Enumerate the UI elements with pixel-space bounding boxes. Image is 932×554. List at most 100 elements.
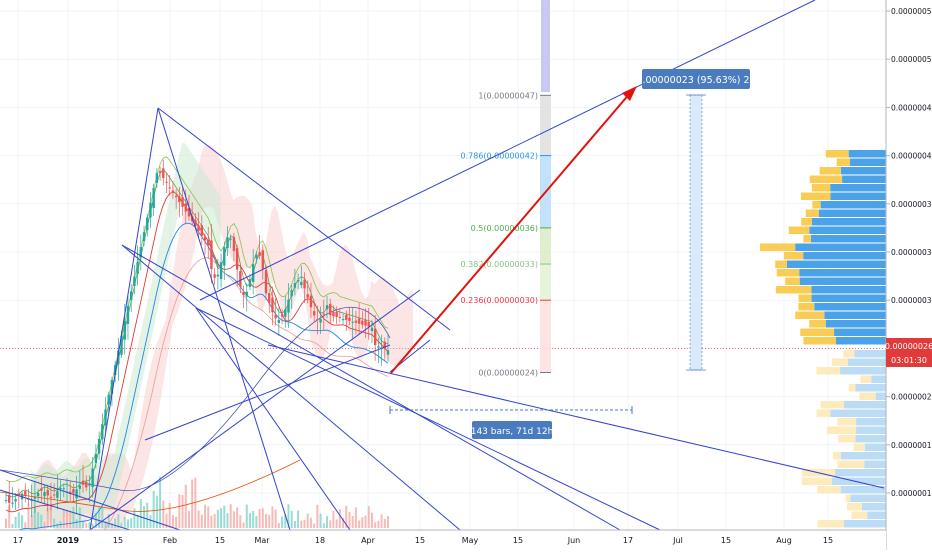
volume-bar	[361, 517, 364, 528]
volume-profile-bar	[783, 252, 804, 260]
price-range-box	[689, 94, 703, 371]
volume-profile-bar	[864, 443, 886, 451]
volume-bar	[5, 518, 7, 528]
volume-bar	[383, 518, 386, 528]
fib-level-label: 0.382(0.00000033)	[461, 260, 539, 269]
volume-bar	[143, 506, 146, 528]
candle-body	[229, 238, 232, 240]
volume-bar	[46, 508, 49, 528]
projection-arrow[interactable]	[390, 86, 637, 374]
fib-retracement[interactable]: 1(0.00000047) 0.786(0.00000042) 0.5(0.0000…	[461, 0, 552, 378]
x-tick-label: Jun	[567, 536, 581, 545]
candle-body	[319, 319, 322, 323]
candle-body	[101, 424, 104, 440]
volume-profile-bar	[811, 218, 886, 226]
volume-bar	[309, 517, 312, 528]
volume-profile-bar	[800, 328, 835, 336]
volume-bar	[114, 518, 117, 528]
x-tick-label: 15	[215, 536, 225, 545]
candle-body	[223, 247, 226, 266]
volume-bar	[85, 523, 88, 528]
volume-bar	[30, 514, 33, 528]
candle-body	[207, 239, 210, 246]
x-tick-label: 17	[13, 536, 23, 545]
candle-body	[348, 317, 351, 321]
volume-bar	[204, 504, 207, 528]
volume-bar	[94, 513, 97, 528]
candle-body	[72, 489, 75, 494]
candle-body	[338, 316, 342, 318]
candle-body	[306, 294, 309, 298]
volume-profile-bar	[842, 175, 886, 183]
trendline	[121, 244, 461, 531]
indicator-line	[5, 169, 389, 498]
time-axis[interactable]: 17 2019 15 Feb 15 Mar 18 Apr 15 May 15 Jun 17 Jul 15 Au…	[0, 529, 886, 550]
candle-body	[78, 485, 82, 489]
trendline	[89, 107, 159, 531]
volume-profile-bar	[848, 150, 886, 158]
y-tick-label: 0.00000054	[891, 7, 932, 16]
candle-body	[197, 225, 200, 231]
volume-bar	[107, 514, 110, 528]
volume-profile-bar	[810, 235, 886, 243]
candle-body	[335, 311, 338, 317]
volume-bar	[149, 515, 152, 528]
volume-bar	[207, 506, 210, 528]
volume-bar	[329, 520, 332, 528]
candle-body	[325, 305, 329, 310]
volume-bar	[265, 513, 268, 528]
volume-profile-bar	[830, 184, 886, 192]
candle-body	[40, 488, 43, 491]
volume-bar	[171, 515, 174, 528]
trendline	[89, 289, 421, 531]
volume-bar	[152, 490, 155, 528]
trendlines[interactable]	[0, 0, 885, 531]
price-axis[interactable]: 0.00000054 0.00000050 0.00000046 0.00000042…	[885, 0, 932, 550]
candle-body	[94, 453, 98, 464]
volume-bar	[75, 519, 78, 528]
volume-bar	[348, 512, 351, 528]
measure-tools[interactable]	[389, 94, 706, 414]
candle-body	[49, 496, 53, 498]
volume-bar	[43, 521, 46, 528]
candle-body	[149, 202, 152, 218]
volume-bar	[300, 520, 303, 528]
volume-profile-bar	[817, 520, 844, 528]
candle-body	[46, 489, 49, 496]
volume-bar	[91, 523, 94, 528]
volume-profile-bar	[818, 209, 886, 217]
candle-body	[62, 488, 65, 490]
candle-body	[97, 438, 101, 454]
candle-body	[171, 190, 175, 193]
volume-profile-bar	[843, 520, 886, 528]
x-tick-label: 15	[513, 536, 523, 545]
candle-body	[91, 468, 94, 488]
volume-bar	[274, 509, 277, 528]
volume-bar	[175, 516, 178, 528]
volume-profile-bar	[835, 469, 886, 477]
candle-body	[370, 327, 374, 332]
candle-body	[181, 197, 184, 207]
x-tick-label: 17	[623, 536, 633, 545]
volume-profile-bar	[817, 486, 841, 494]
candle-body	[126, 306, 130, 324]
candle-body	[242, 292, 245, 296]
target-label-box	[642, 69, 750, 89]
volume-bar	[261, 508, 264, 528]
volume-bar	[380, 514, 383, 528]
volume-profile-bar	[853, 443, 865, 451]
volume-bar	[387, 515, 389, 528]
candle-body	[43, 492, 46, 497]
volume-bar	[284, 514, 287, 528]
volume-bar	[248, 512, 251, 528]
volume-bar	[181, 494, 184, 528]
volume-profile-bar	[861, 503, 886, 511]
candle-body	[367, 321, 370, 327]
x-tick-label: Jul	[672, 536, 683, 545]
volume-profile-bar	[775, 260, 787, 268]
volume-profile-bar	[809, 320, 826, 328]
volume-profile-bar	[820, 401, 844, 409]
volume-profile-bar	[801, 477, 832, 485]
candle-body	[113, 365, 117, 376]
